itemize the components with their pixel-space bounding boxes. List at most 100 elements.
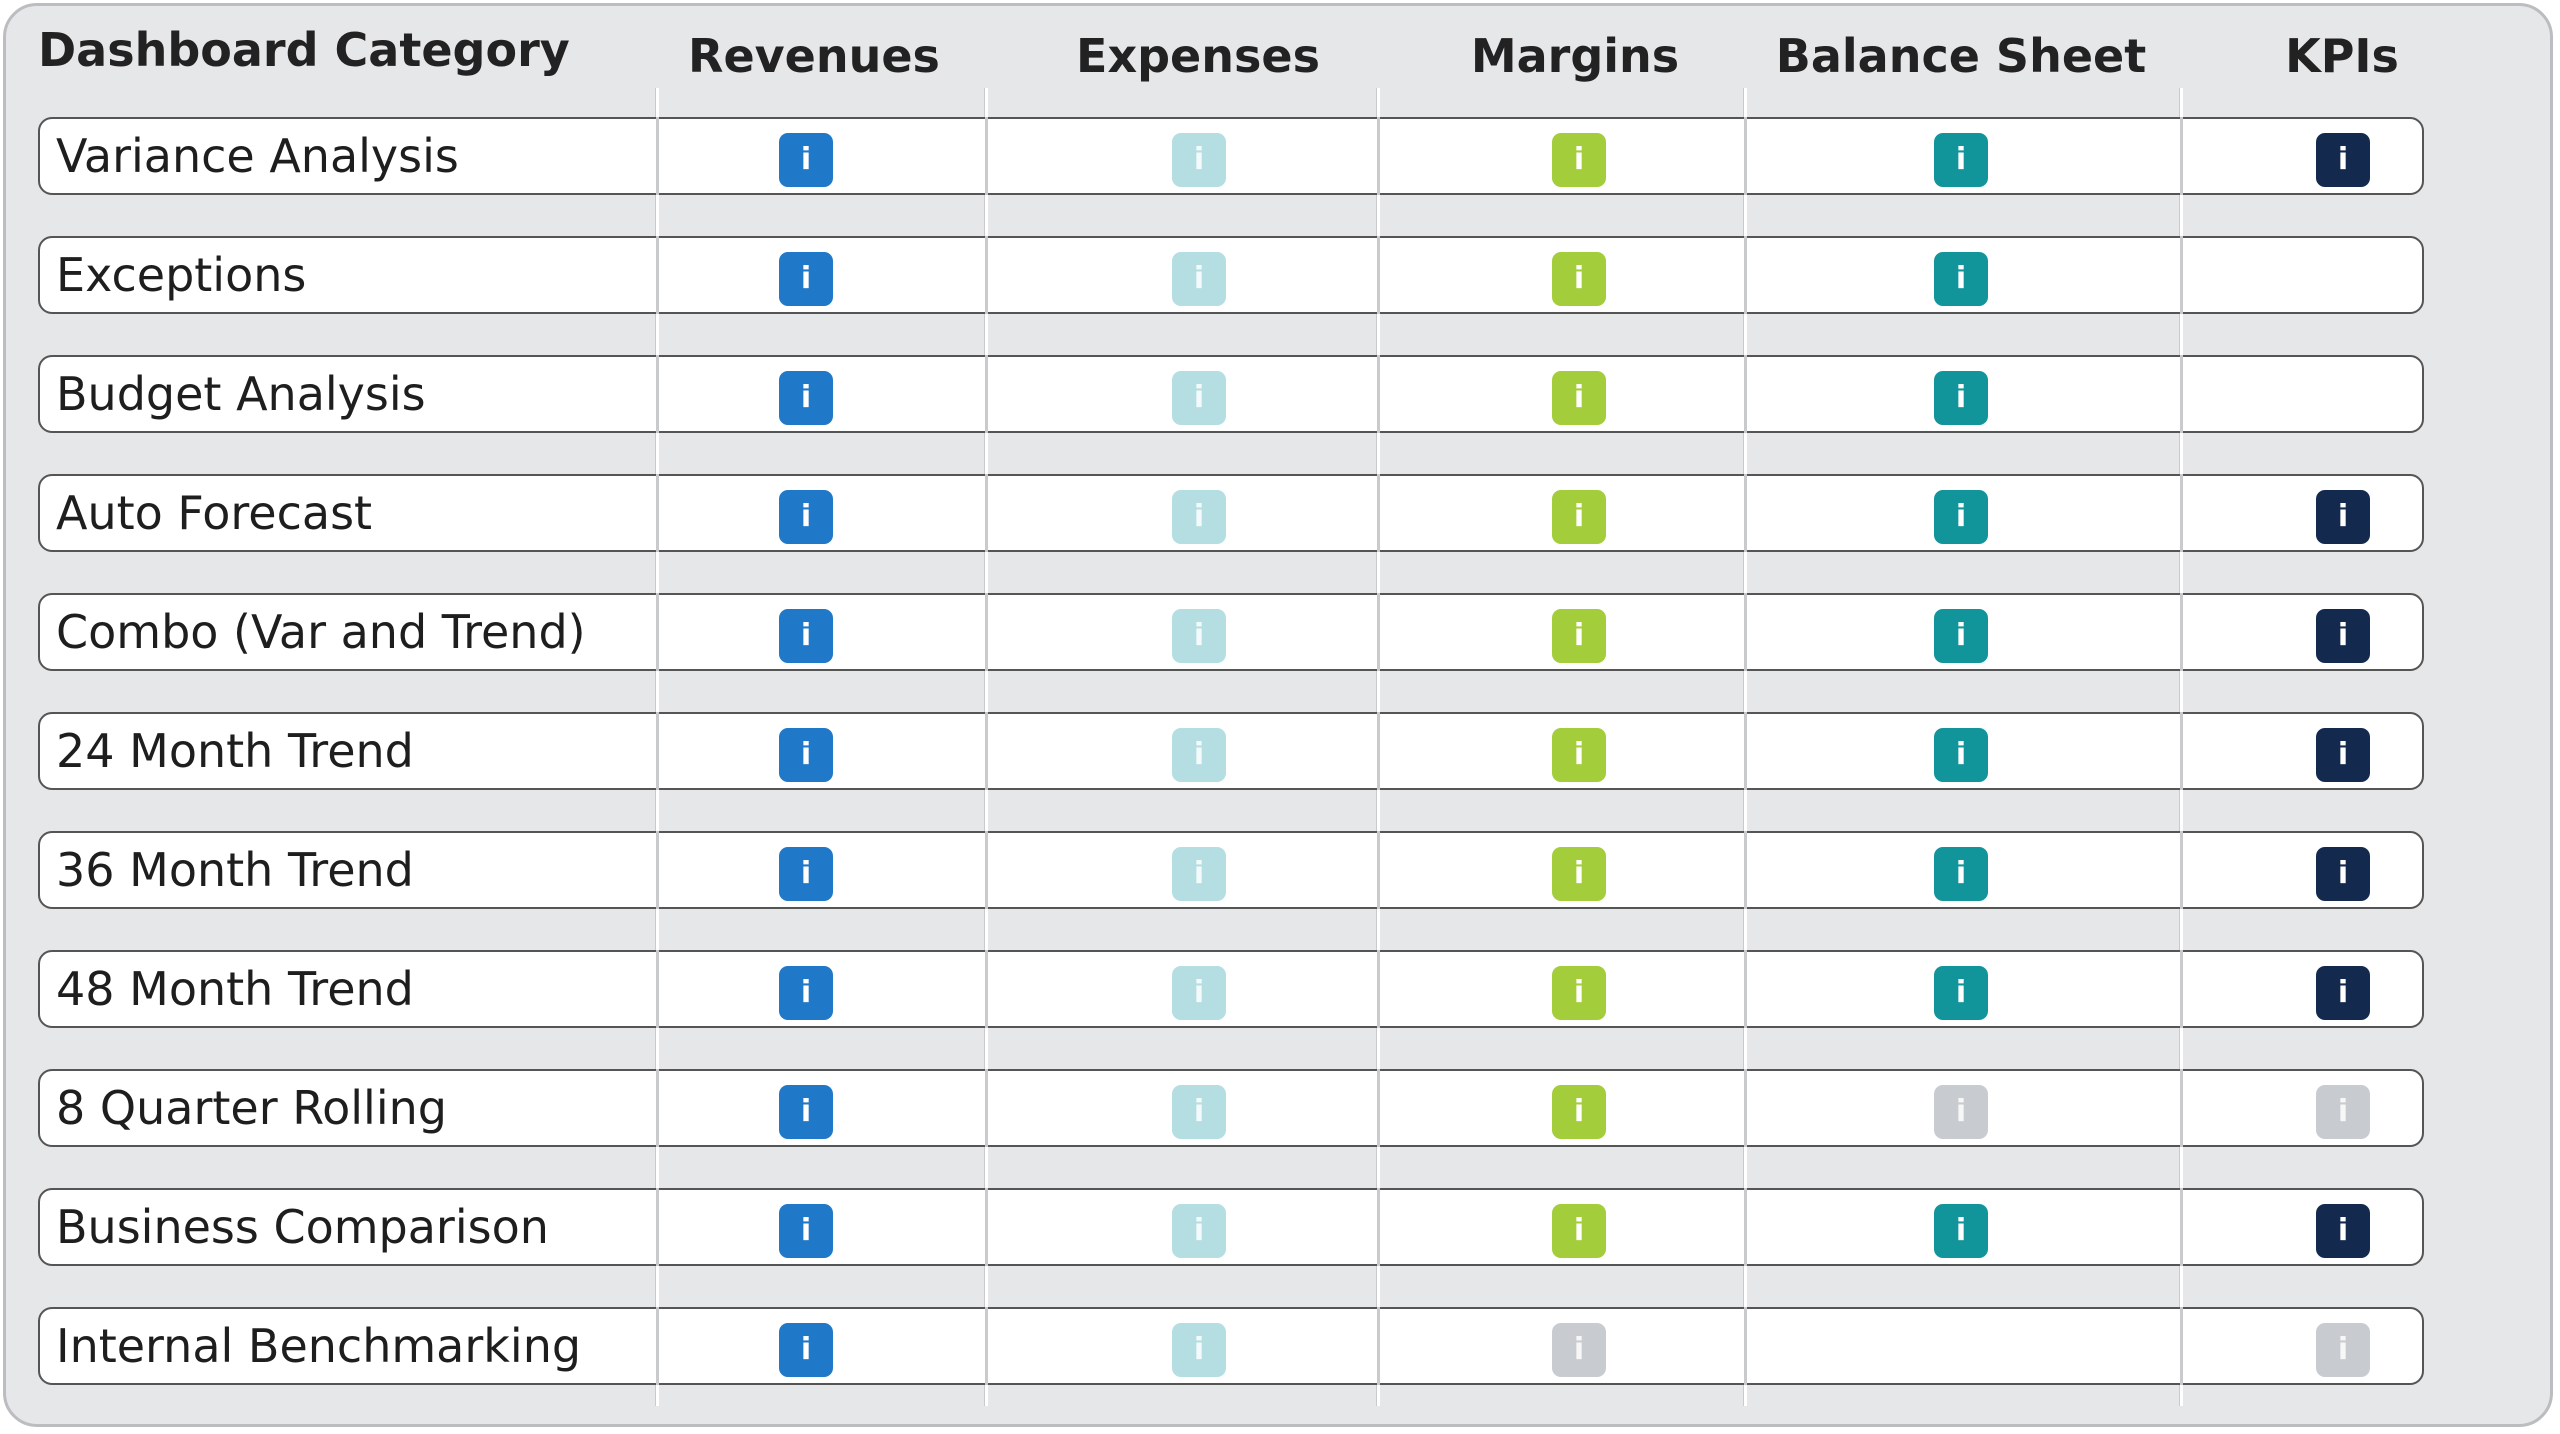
table-row: Budget Analysis i i i i	[38, 355, 2424, 433]
cell-divider	[2180, 712, 2183, 790]
info-icon-kpis: i	[2316, 1323, 2370, 1377]
row-label: Budget Analysis	[56, 367, 426, 421]
cell-divider	[1744, 236, 1747, 314]
info-icon-kpis: i	[2316, 1085, 2370, 1139]
info-icon-kpis[interactable]: i	[2316, 609, 2370, 663]
cell-divider	[2180, 1307, 2183, 1385]
row-label: Combo (Var and Trend)	[56, 605, 586, 659]
header-revenues: Revenues	[688, 29, 940, 83]
info-icon-balance-sheet[interactable]: i	[1934, 847, 1988, 901]
info-icon-revenues[interactable]: i	[779, 1085, 833, 1139]
info-icon-margins[interactable]: i	[1552, 371, 1606, 425]
info-icon-margins[interactable]: i	[1552, 1085, 1606, 1139]
cell-divider	[985, 1307, 988, 1385]
info-icon-balance-sheet[interactable]: i	[1934, 966, 1988, 1020]
info-icon-balance-sheet[interactable]: i	[1934, 371, 1988, 425]
info-icon-margins[interactable]: i	[1552, 252, 1606, 306]
info-icon-expenses[interactable]: i	[1172, 1085, 1226, 1139]
cell-divider	[656, 236, 659, 314]
info-icon-revenues[interactable]: i	[779, 371, 833, 425]
info-icon-margins[interactable]: i	[1552, 609, 1606, 663]
cell-divider	[2180, 593, 2183, 671]
info-icon-margins[interactable]: i	[1552, 1204, 1606, 1258]
cell-divider	[2180, 474, 2183, 552]
row-label: Business Comparison	[56, 1200, 549, 1254]
cell-divider	[1744, 1188, 1747, 1266]
info-icon-revenues[interactable]: i	[779, 728, 833, 782]
info-icon-expenses[interactable]: i	[1172, 133, 1226, 187]
info-icon-balance-sheet[interactable]: i	[1934, 133, 1988, 187]
info-icon-margins[interactable]: i	[1552, 966, 1606, 1020]
info-icon-kpis[interactable]: i	[2316, 1204, 2370, 1258]
info-icon-balance-sheet[interactable]: i	[1934, 1204, 1988, 1258]
cell-divider	[985, 474, 988, 552]
info-icon-expenses[interactable]: i	[1172, 490, 1226, 544]
cell-divider	[1377, 355, 1380, 433]
cell-divider	[985, 950, 988, 1028]
info-icon-kpis[interactable]: i	[2316, 490, 2370, 544]
info-icon-revenues[interactable]: i	[779, 133, 833, 187]
info-icon-margins: i	[1552, 1323, 1606, 1377]
info-icon-revenues[interactable]: i	[779, 1323, 833, 1377]
info-icon-kpis[interactable]: i	[2316, 728, 2370, 782]
info-icon-kpis[interactable]: i	[2316, 847, 2370, 901]
table-row: Combo (Var and Trend) i i i i i	[38, 593, 2424, 671]
dashboard-panel: Dashboard Category Revenues Expenses Mar…	[3, 3, 2553, 1427]
info-icon-kpis[interactable]: i	[2316, 133, 2370, 187]
info-icon-balance-sheet[interactable]: i	[1934, 252, 1988, 306]
cell-divider	[1744, 1069, 1747, 1147]
info-icon-expenses[interactable]: i	[1172, 847, 1226, 901]
table-row: 36 Month Trend i i i i i	[38, 831, 2424, 909]
info-icon-revenues[interactable]: i	[779, 609, 833, 663]
table-row: 24 Month Trend i i i i i	[38, 712, 2424, 790]
cell-divider	[2180, 1069, 2183, 1147]
cell-divider	[656, 117, 659, 195]
info-icon-margins[interactable]: i	[1552, 728, 1606, 782]
header-expenses: Expenses	[1076, 29, 1320, 83]
info-icon-balance-sheet: i	[1934, 1085, 1988, 1139]
cell-divider	[985, 1069, 988, 1147]
info-icon-expenses[interactable]: i	[1172, 728, 1226, 782]
info-icon-revenues[interactable]: i	[779, 847, 833, 901]
cell-divider	[656, 593, 659, 671]
info-icon-revenues[interactable]: i	[779, 490, 833, 544]
info-icon-expenses[interactable]: i	[1172, 966, 1226, 1020]
info-icon-margins[interactable]: i	[1552, 133, 1606, 187]
info-icon-margins[interactable]: i	[1552, 847, 1606, 901]
info-icon-revenues[interactable]: i	[779, 966, 833, 1020]
info-icon-margins[interactable]: i	[1552, 490, 1606, 544]
cell-divider	[656, 1188, 659, 1266]
table-row: 8 Quarter Rolling i i i i i	[38, 1069, 2424, 1147]
cell-divider	[1377, 712, 1380, 790]
info-icon-revenues[interactable]: i	[779, 252, 833, 306]
info-icon-balance-sheet[interactable]: i	[1934, 490, 1988, 544]
cell-divider	[656, 1307, 659, 1385]
info-icon-expenses[interactable]: i	[1172, 609, 1226, 663]
info-icon-expenses[interactable]: i	[1172, 371, 1226, 425]
row-label: 48 Month Trend	[56, 962, 414, 1016]
cell-divider	[1744, 1307, 1747, 1385]
cell-divider	[2180, 236, 2183, 314]
info-icon-revenues[interactable]: i	[779, 1204, 833, 1258]
cell-divider	[656, 1069, 659, 1147]
cell-divider	[985, 831, 988, 909]
cell-divider	[1377, 1307, 1380, 1385]
info-icon-expenses[interactable]: i	[1172, 1204, 1226, 1258]
cell-divider	[1377, 593, 1380, 671]
row-label: Variance Analysis	[56, 129, 459, 183]
cell-divider	[656, 355, 659, 433]
cell-divider	[2180, 117, 2183, 195]
table-row: Business Comparison i i i i i	[38, 1188, 2424, 1266]
info-icon-expenses[interactable]: i	[1172, 252, 1226, 306]
info-icon-balance-sheet[interactable]: i	[1934, 728, 1988, 782]
info-icon-kpis[interactable]: i	[2316, 966, 2370, 1020]
cell-divider	[656, 712, 659, 790]
cell-divider	[985, 1188, 988, 1266]
info-icon-balance-sheet[interactable]: i	[1934, 609, 1988, 663]
cell-divider	[1377, 474, 1380, 552]
cell-divider	[656, 474, 659, 552]
header-balance-sheet: Balance Sheet	[1775, 29, 2147, 83]
cell-divider	[1744, 950, 1747, 1028]
header-margins: Margins	[1470, 29, 1680, 83]
info-icon-expenses[interactable]: i	[1172, 1323, 1226, 1377]
